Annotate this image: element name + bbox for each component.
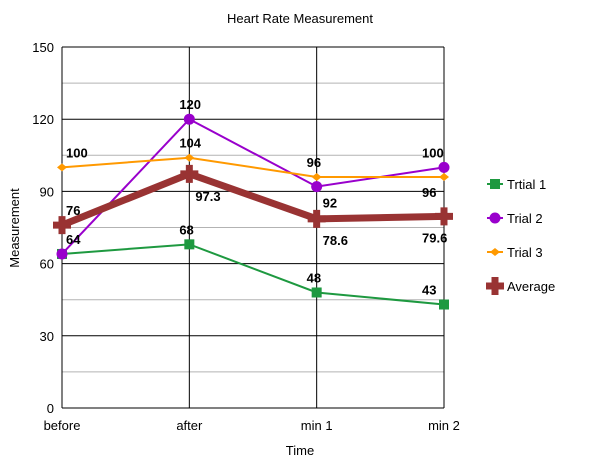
data-point-average <box>180 164 199 183</box>
y-tick-label: 90 <box>40 184 54 199</box>
x-tick-label: before <box>44 418 81 433</box>
data-label-average: 79.6 <box>422 230 447 245</box>
y-tick-label: 60 <box>40 257 54 272</box>
y-tick-label: 0 <box>47 401 54 416</box>
data-point-trtial-1 <box>184 239 195 250</box>
legend-marker-trial-2 <box>489 212 501 224</box>
legend-label-trtial-1: Trtial 1 <box>507 177 546 192</box>
series-line-average <box>60 170 445 229</box>
data-point-trial-2 <box>438 161 450 173</box>
x-tick-label: min 1 <box>301 418 333 433</box>
data-label-trial-3: 96 <box>307 155 321 170</box>
y-tick-label: 150 <box>32 40 54 55</box>
data-label-average: 97.3 <box>195 189 220 204</box>
data-point-average <box>435 207 453 226</box>
data-label-trtial-1: 48 <box>307 270 321 285</box>
data-label-trtial-1: 64 <box>66 232 81 247</box>
data-point-trial-3 <box>184 153 195 162</box>
x-tick-label: min 2 <box>428 418 460 433</box>
data-point-trial-3 <box>57 163 67 172</box>
y-axis-label: Measurement <box>7 188 22 268</box>
data-point-trial-3 <box>311 172 322 181</box>
y-tick-label: 120 <box>32 112 54 127</box>
data-label-trial-2: 120 <box>179 97 201 112</box>
data-label-trial-2: 100 <box>422 145 444 160</box>
data-point-trial-3 <box>439 172 449 181</box>
data-label-trial-3: 100 <box>66 145 88 160</box>
data-label-trial-3: 104 <box>179 136 201 151</box>
legend-label-average: Average <box>507 279 555 294</box>
data-label-trial-3: 96 <box>422 185 436 200</box>
data-point-average <box>53 216 71 235</box>
x-axis-label: Time <box>286 443 314 458</box>
legend-label-trial-3: Trial 3 <box>507 245 543 260</box>
data-label-trtial-1: 68 <box>179 222 193 237</box>
legend-marker-average <box>486 277 504 295</box>
x-tick-label: after <box>176 418 203 433</box>
data-label-trtial-1: 43 <box>422 283 436 298</box>
data-point-trial-2 <box>183 113 195 125</box>
data-point-trial-2 <box>311 181 323 193</box>
legend-label-trial-2: Trial 2 <box>507 211 543 226</box>
data-label-average: 78.6 <box>323 233 348 248</box>
series-line-trial-2 <box>61 117 445 255</box>
data-label-average: 76 <box>66 203 80 218</box>
data-point-average <box>307 209 326 228</box>
data-point-trtial-1 <box>439 299 449 310</box>
data-label-trial-2: 92 <box>323 196 337 211</box>
legend-marker-trtial-1 <box>490 179 500 189</box>
y-tick-label: 30 <box>40 329 54 344</box>
legend-marker-trial-3 <box>490 248 500 256</box>
series-line-trial-3 <box>61 156 444 178</box>
chart-title: Heart Rate Measurement <box>227 11 373 26</box>
data-point-trial-2 <box>56 248 68 260</box>
data-point-trtial-1 <box>311 287 322 298</box>
series-line-trtial-1 <box>61 243 445 306</box>
